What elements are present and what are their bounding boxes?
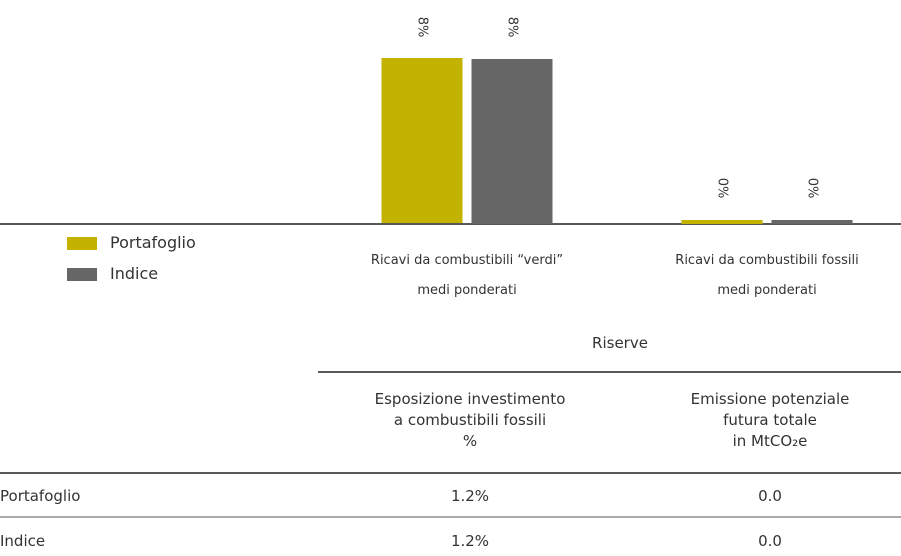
column-header: in MtCO₂e [732,432,808,450]
value-label: 8% [505,17,520,38]
legend-swatch [67,237,97,250]
row-label: Indice [0,532,46,550]
legend-label: Portafoglio [110,233,196,252]
row-label: Portafoglio [0,487,81,505]
category-label: Ricavi da combustibili “verdi” medi pond… [370,253,564,298]
table-cell: 1.2% [450,487,490,505]
bar [771,220,853,224]
value-label: 0% [715,178,730,199]
group-title: Riserve [592,334,648,352]
column-header: Emissione potenziale [690,390,850,408]
value-label: 0% [805,178,820,199]
legend-label: Indice [110,264,159,283]
column-header: % [462,432,478,450]
bar [381,58,463,223]
bar [471,59,553,224]
category-label: Ricavi da combustibili fossili medi pond… [675,253,859,298]
table-cell: 0.0 [758,487,782,505]
column-header: futura totale [723,411,817,429]
bar [681,220,763,224]
column-header: a combustibili fossili [393,411,547,429]
value-label: 8% [415,17,430,38]
legend-swatch [67,268,97,281]
table-cell: 1.2% [450,532,490,550]
table-cell: 0.0 [758,532,782,550]
column-header: Esposizione investimento [374,390,566,408]
